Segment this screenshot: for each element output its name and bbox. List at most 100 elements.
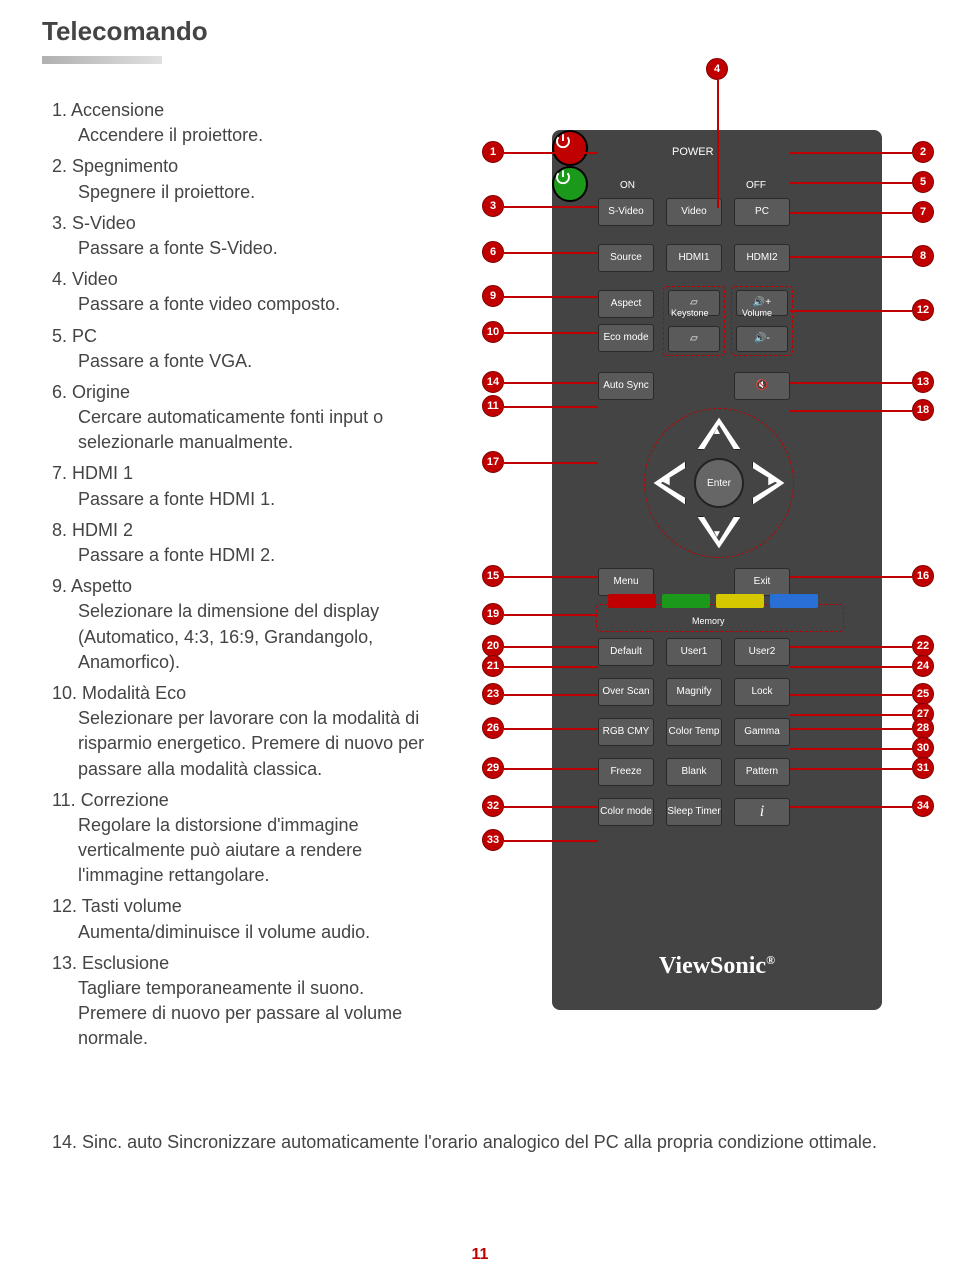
leader-7 [790,212,912,214]
callout-34: 34 [912,795,934,817]
callout-1: 1 [482,141,504,163]
callout-28: 28 [912,717,934,739]
lock-button[interactable]: Lock [734,678,790,706]
item-number: 3. [52,213,72,233]
callout-32: 32 [482,795,504,817]
callout-24: 24 [912,655,934,677]
power-label: POWER [672,146,714,158]
video-button[interactable]: Video [666,198,722,226]
sleeptimer-button[interactable]: Sleep Timer [666,798,722,826]
colormode-button[interactable]: Color mode [598,798,654,826]
power-on-button[interactable] [552,130,588,166]
svideo-button[interactable]: S-Video [598,198,654,226]
menu-button[interactable]: Menu [598,568,654,596]
item-number: 7. [52,463,72,483]
item-desc: Passare a fonte VGA. [78,349,432,374]
mute-button[interactable]: 🔇 [734,372,790,400]
item-desc: Passare a fonte video composto. [78,292,432,317]
leader-3 [504,206,598,208]
item-label: Tasti volume [82,896,182,916]
item-label: Origine [72,382,130,402]
item-number: 10. [52,683,82,703]
leader-10 [504,332,598,334]
leader-22 [790,646,912,648]
volume-label: Volume [742,308,772,318]
item-label: Correzione [81,790,169,810]
leader-20 [504,646,598,648]
user1-button[interactable]: User1 [666,638,722,666]
item-desc: Accendere il proiettore. [78,123,432,148]
freeze-button[interactable]: Freeze [598,758,654,786]
item-label: Video [72,269,118,289]
item-label: HDMI 2 [72,520,133,540]
memory-label: Memory [692,616,725,626]
source-button[interactable]: Source [598,244,654,272]
leader-31 [790,768,912,770]
user2-button[interactable]: User2 [734,638,790,666]
brand-logo: ViewSonic® [552,953,882,980]
colortemp-button[interactable]: Color Temp [666,718,722,746]
info-button[interactable]: i [734,798,790,826]
volume-down-button[interactable]: 🔊- [736,326,788,352]
item-desc: Tagliare temporaneamente il suono. Preme… [78,976,432,1052]
leader-1 [504,152,598,154]
leader-21 [504,666,598,668]
item-label: Accensione [71,100,164,120]
leader-18 [790,410,912,412]
right-arrow-icon: ▶ [768,476,776,487]
keystone-down-button[interactable]: ▱ [668,326,720,352]
callout-12: 12 [912,299,934,321]
rgbcmy-button[interactable]: RGB CMY [598,718,654,746]
keystone-label: Keystone [671,308,709,318]
eco-mode-button[interactable]: Eco mode [598,324,654,352]
gamma-button[interactable]: Gamma [734,718,790,746]
leader-24 [790,666,912,668]
overscan-button[interactable]: Over Scan [598,678,654,706]
item-desc: Cercare automaticamente fonti input o se… [78,405,432,455]
pattern-button[interactable]: Pattern [734,758,790,786]
exit-button[interactable]: Exit [734,568,790,596]
memory-blue-button[interactable] [770,594,818,608]
callout-13: 13 [912,371,934,393]
callout-5: 5 [912,171,934,193]
hdmi1-button[interactable]: HDMI1 [666,244,722,272]
item-label: Esclusione [82,953,169,973]
memory-red-button[interactable] [608,594,656,608]
memory-yellow-button[interactable] [716,594,764,608]
item-desc: Passare a fonte S-Video. [78,236,432,261]
callout-11: 11 [482,395,504,417]
item-label: Aspetto [71,576,132,596]
autosync-button[interactable]: Auto Sync [598,372,654,400]
hdmi2-button[interactable]: HDMI2 [734,244,790,272]
power-off-button[interactable] [552,166,588,202]
leader-5 [790,182,912,184]
callout-8: 8 [912,245,934,267]
enter-button[interactable]: Enter [694,458,744,508]
instruction-item: 2. SpegnimentoSpegnere il proiettore. [52,154,432,204]
instruction-item: 1. Accensione Accendere il proiettore. [52,98,432,148]
memory-green-button[interactable] [662,594,710,608]
item-desc: Aumenta/diminuisce il volume audio. [78,920,432,945]
item-desc: Selezionare per lavorare con la modalità… [78,706,432,782]
callout-30: 30 [912,737,934,759]
blank-button[interactable]: Blank [666,758,722,786]
default-button[interactable]: Default [598,638,654,666]
nav-pad: ▲ ▼ ◀ ▶ Enter [650,414,788,552]
item-number: 1. [52,100,71,120]
instruction-item: 12. Tasti volumeAumenta/diminuisce il vo… [52,894,432,944]
callout-29: 29 [482,757,504,779]
magnify-button[interactable]: Magnify [666,678,722,706]
aspect-button[interactable]: Aspect [598,290,654,318]
memory-bar [608,594,828,610]
callout-4: 4 [706,58,728,80]
callout-25: 25 [912,683,934,705]
remote-diagram: POWER ON OFF S-Video Video PC Source HDM… [552,100,882,1010]
instruction-item: 5. PCPassare a fonte VGA. [52,324,432,374]
callout-21: 21 [482,655,504,677]
leader-6 [504,252,598,254]
pc-button[interactable]: PC [734,198,790,226]
callout-26: 26 [482,717,504,739]
leader-15 [504,576,598,578]
instruction-item-14: 14. Sinc. auto Sincronizzare automaticam… [52,1130,912,1155]
item-desc: Sincronizzare automaticamente l'orario a… [167,1132,877,1152]
